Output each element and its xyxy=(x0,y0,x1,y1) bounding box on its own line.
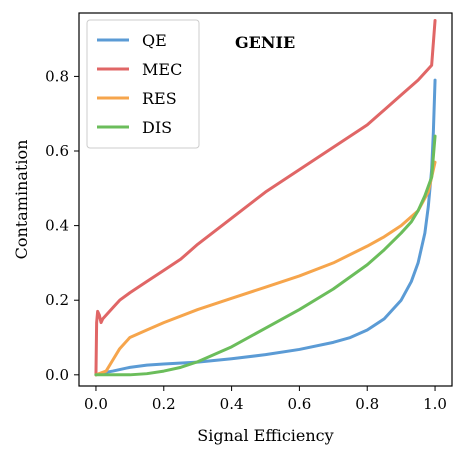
x-tick-label: 0.0 xyxy=(84,395,108,413)
legend-box xyxy=(86,19,200,149)
legend-label-res: RES xyxy=(142,89,177,108)
y-tick-label: 0.6 xyxy=(45,142,69,160)
series-line-mec xyxy=(94,18,437,377)
y-axis-label: Contamination xyxy=(12,140,31,260)
x-tick-label: 0.8 xyxy=(355,395,379,413)
x-axis-label: Signal Efficiency xyxy=(197,426,333,445)
x-tick-label: 0.4 xyxy=(220,395,244,413)
plot-frame xyxy=(78,12,453,387)
series-layer xyxy=(94,18,437,377)
y-tick-label: 0.2 xyxy=(45,291,69,309)
series-line-res xyxy=(94,160,437,377)
y-tick-label: 0.4 xyxy=(45,217,69,235)
legend-label-dis: DIS xyxy=(142,118,172,137)
y-ticks: 0.0 0.2 0.4 0.6 0.8 xyxy=(45,67,79,384)
chart-title: GENIE xyxy=(235,33,295,52)
x-tick-label: 1.0 xyxy=(423,395,447,413)
x-ticks: 0.0 0.2 0.4 0.6 0.8 1.0 xyxy=(84,386,447,413)
x-tick-label: 0.6 xyxy=(287,395,311,413)
legend-label-qe: QE xyxy=(142,31,167,50)
series-line-dis xyxy=(94,134,437,377)
legend: QE MEC RES DIS xyxy=(86,19,200,149)
y-tick-label: 0.0 xyxy=(45,366,69,384)
legend-label-mec: MEC xyxy=(142,60,182,79)
x-tick-label: 0.2 xyxy=(152,395,176,413)
series-line-qe xyxy=(94,78,437,377)
y-tick-label: 0.8 xyxy=(45,67,69,85)
